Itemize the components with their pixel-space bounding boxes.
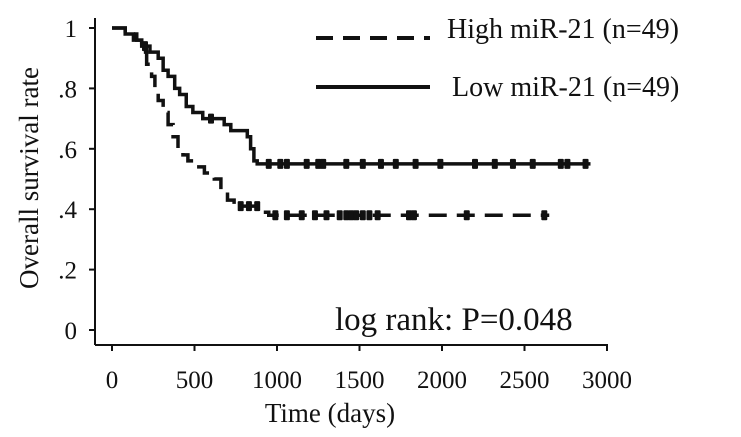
censor-mark	[277, 158, 284, 169]
censor-mark	[529, 158, 536, 169]
censor-mark	[564, 158, 571, 169]
censor-mark	[353, 210, 360, 221]
censor-mark	[336, 210, 343, 221]
survival-curves	[112, 26, 591, 221]
x-axis-title: Time (days)	[265, 398, 395, 428]
x-tick-label: 2500	[500, 367, 550, 394]
censor-mark	[491, 158, 498, 169]
censor-mark	[320, 158, 327, 169]
series-low-mir21	[112, 26, 591, 169]
censor-mark	[377, 158, 384, 169]
censor-mark	[366, 210, 373, 221]
x-tick-label: 2000	[417, 367, 467, 394]
censor-mark	[283, 158, 290, 169]
censor-mark	[315, 158, 322, 169]
censor-mark	[509, 158, 516, 169]
log-rank-annotation: log rank: P=0.048	[335, 302, 573, 338]
x-tick-label: 0	[106, 367, 119, 394]
x-tick-label: 1500	[335, 367, 385, 394]
x-tick-label: 3000	[582, 367, 632, 394]
censor-mark	[359, 210, 366, 221]
censor-mark	[437, 158, 444, 169]
survival-line	[112, 26, 550, 217]
y-axis-title: Overall survival rate	[14, 67, 44, 289]
axes: 0 .2 .4 .6 .8 1 0 500 1000 1500 2000 2500 3000	[58, 16, 632, 394]
legend-label-high-mir21: High miR-21 (n=49)	[447, 14, 679, 45]
x-tick-label: 500	[176, 367, 214, 394]
censor-mark	[343, 158, 350, 169]
censor-mark	[557, 158, 564, 169]
censor-mark	[272, 210, 279, 221]
censor-mark	[410, 210, 417, 221]
censor-mark	[463, 210, 470, 221]
censor-mark	[406, 210, 412, 221]
x-tick-label: 1000	[252, 367, 302, 394]
censor-mark	[541, 210, 548, 221]
legend-label-low-mir21: Low miR-21 (n=49)	[452, 72, 679, 103]
series-high-mir21	[112, 26, 550, 221]
censor-mark	[472, 158, 478, 169]
y-tick-label: .2	[58, 258, 77, 285]
censor-mark	[374, 210, 381, 221]
censor-mark	[311, 210, 318, 221]
censor-mark	[254, 201, 261, 212]
y-tick-label: .4	[58, 197, 77, 224]
censor-mark	[208, 113, 214, 124]
censor-mark	[303, 158, 310, 169]
y-tick-label: .6	[58, 137, 77, 164]
censor-mark	[265, 158, 272, 169]
y-tick-label: 1	[65, 16, 78, 43]
y-tick-label: 0	[65, 318, 78, 345]
censor-mark	[392, 158, 399, 169]
censor-mark	[245, 201, 252, 212]
censor-mark	[343, 210, 350, 221]
censor-mark	[237, 201, 244, 212]
censor-mark	[582, 158, 589, 169]
censor-mark	[359, 158, 366, 169]
censor-mark	[348, 210, 355, 221]
censor-mark	[412, 158, 419, 169]
y-tick-label: .8	[58, 76, 77, 103]
censor-mark	[298, 210, 305, 221]
censor-mark	[283, 210, 290, 221]
legend: High miR-21 (n=49) Low miR-21 (n=49)	[316, 14, 679, 103]
censor-mark	[323, 210, 330, 221]
censor-mark	[142, 41, 148, 52]
